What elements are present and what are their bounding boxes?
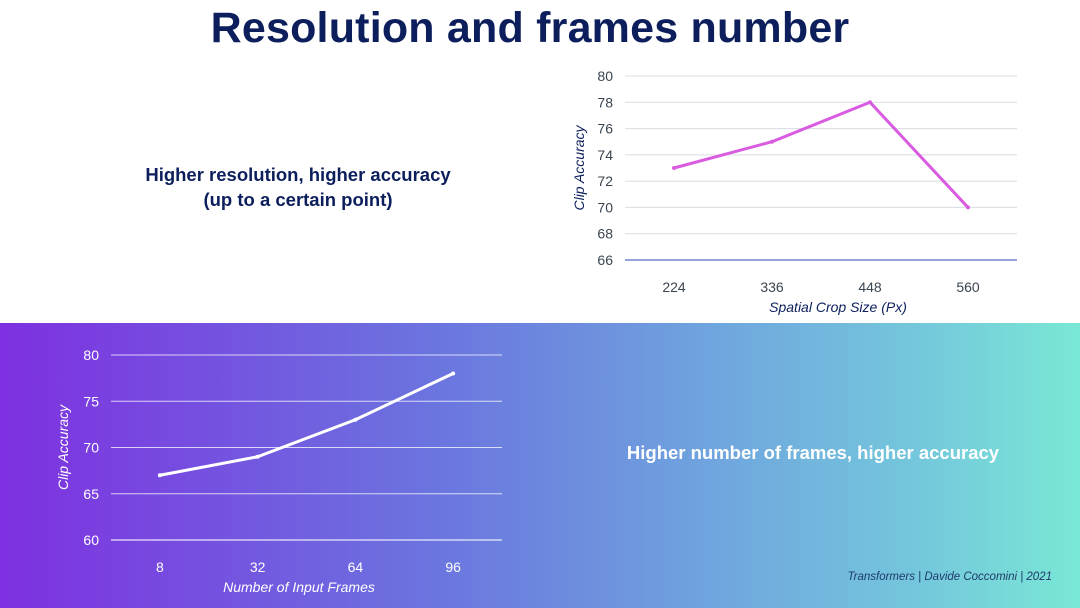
data-point bbox=[868, 100, 872, 105]
data-point bbox=[353, 417, 358, 422]
series-line bbox=[672, 100, 970, 209]
x-tick-label: 32 bbox=[250, 559, 266, 575]
x-tick-label: 560 bbox=[956, 279, 980, 295]
y-tick-label: 70 bbox=[83, 440, 99, 456]
data-point bbox=[255, 454, 260, 459]
y-tick-label: 65 bbox=[83, 486, 99, 502]
resolution-caption: Higher resolution, higher accuracy (up t… bbox=[118, 162, 478, 212]
resolution-accuracy-chart: 66 68 70 72 74 76 78 80 224 336 448 560 Spatial Crop… bbox=[571, 68, 1017, 315]
y-axis-label: Clip Accuracy bbox=[571, 124, 587, 210]
y-tick-label: 76 bbox=[597, 121, 613, 137]
y-tick-label: 80 bbox=[83, 347, 99, 363]
y-tick-label: 72 bbox=[597, 173, 613, 189]
frames-caption: Higher number of frames, higher accuracy bbox=[626, 442, 1000, 463]
x-tick-label: 64 bbox=[348, 559, 364, 575]
data-point bbox=[451, 371, 456, 376]
x-tick-label: 448 bbox=[858, 279, 882, 295]
resolution-caption-line1: Higher resolution, higher accuracy bbox=[145, 164, 451, 185]
data-point bbox=[966, 205, 970, 210]
y-tick-label: 68 bbox=[597, 226, 613, 242]
slide-title: Resolution and frames number bbox=[210, 4, 850, 52]
x-tick-label: 336 bbox=[760, 279, 784, 295]
y-tick-label: 78 bbox=[597, 94, 613, 110]
x-tick-label: 8 bbox=[156, 559, 164, 575]
data-point bbox=[157, 473, 162, 478]
y-tick-label: 75 bbox=[83, 393, 99, 409]
y-tick-label: 80 bbox=[597, 68, 613, 84]
series-line bbox=[158, 372, 455, 477]
bottom-gradient-band bbox=[0, 323, 1080, 608]
resolution-caption-line2: (up to a certain point) bbox=[203, 189, 393, 210]
x-tick-label: 224 bbox=[662, 279, 686, 295]
y-tick-label: 70 bbox=[597, 199, 613, 215]
frames-accuracy-chart: 60 65 70 75 80 8 32 64 96 Number of Input Frames C… bbox=[55, 347, 502, 595]
y-tick-label: 74 bbox=[597, 147, 613, 163]
footer-credit: Transformers | Davide Coccomini | 2021 bbox=[847, 571, 1052, 583]
y-tick-label: 60 bbox=[83, 532, 99, 548]
y-axis-label: Clip Accuracy bbox=[55, 404, 71, 490]
data-point bbox=[672, 166, 676, 170]
data-point bbox=[770, 139, 774, 144]
y-tick-label: 66 bbox=[597, 252, 613, 268]
x-axis-label: Spatial Crop Size (Px) bbox=[769, 299, 907, 315]
x-tick-label: 96 bbox=[445, 559, 461, 575]
x-axis-label: Number of Input Frames bbox=[223, 579, 375, 595]
